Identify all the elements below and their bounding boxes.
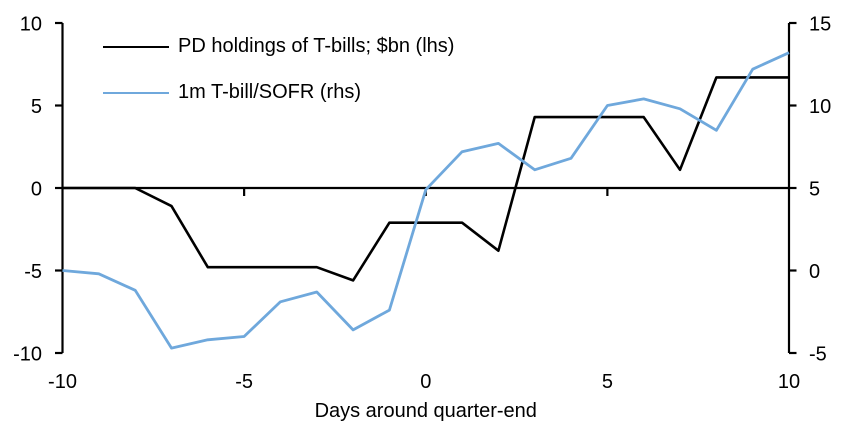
right-axis-tick-label: 0 [809, 261, 820, 283]
chart-legend: PD holdings of T-bills; $bn (lhs) 1m T-b… [103, 33, 454, 106]
legend-label-tbill-sofr: 1m T-bill/SOFR (rhs) [178, 81, 361, 103]
left-axis-tick-label: 5 [31, 96, 42, 118]
series-line-pd-holdings [62, 76, 789, 282]
x-axis-tick-label: 10 [778, 371, 800, 393]
left-axis-tick-label: -5 [24, 261, 42, 283]
x-axis-tick-label: -10 [48, 371, 77, 393]
right-axis-tick-label: 10 [809, 96, 831, 118]
legend-label-pd-holdings: PD holdings of T-bills; $bn (lhs) [178, 35, 455, 57]
legend-item-tbill-sofr: 1m T-bill/SOFR (rhs) [103, 79, 454, 106]
x-axis-tick-label: 5 [602, 371, 613, 393]
series-line-tbill-sofr [62, 51, 790, 350]
left-axis-tick-label: 0 [31, 179, 42, 201]
legend-line-swatch-black [103, 45, 169, 48]
left-axis-tick-label: 10 [20, 14, 42, 36]
x-axis-title: Days around quarter-end [315, 400, 537, 422]
x-axis-tick-label: 0 [420, 371, 431, 393]
legend-line-swatch-blue [103, 91, 169, 94]
right-axis-tick-label: 5 [809, 179, 820, 201]
left-axis-tick-label: -10 [13, 344, 42, 366]
x-axis-tick-label: -5 [235, 371, 253, 393]
legend-item-pd-holdings: PD holdings of T-bills; $bn (lhs) [103, 33, 454, 60]
right-axis-tick-label: 15 [809, 14, 831, 36]
right-axis-tick-label: -5 [809, 344, 827, 366]
